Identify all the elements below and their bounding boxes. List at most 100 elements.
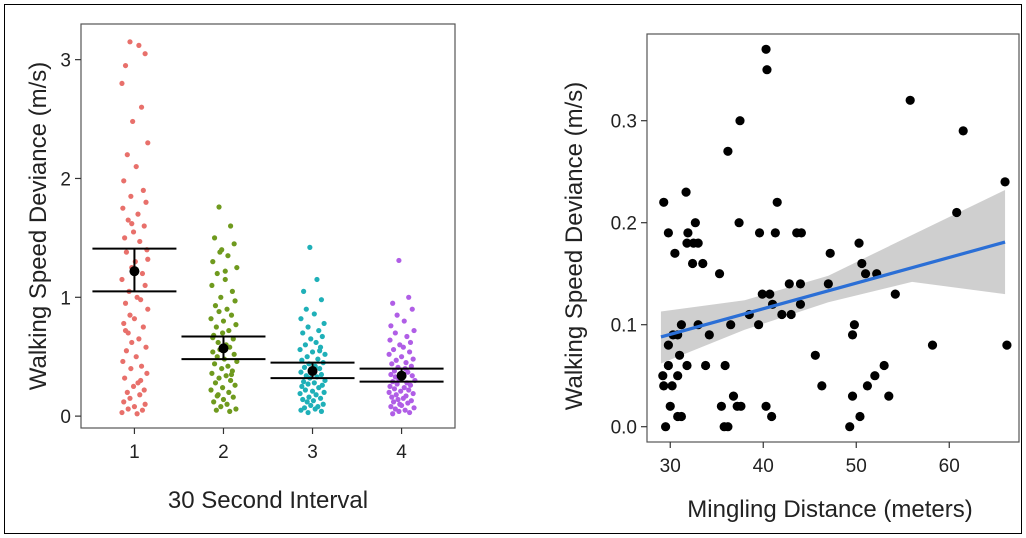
chart2-point bbox=[663, 340, 673, 350]
chart1-point bbox=[222, 276, 228, 283]
chart1-point bbox=[387, 383, 393, 390]
chart1-point bbox=[212, 380, 219, 386]
chart2-point bbox=[754, 320, 764, 330]
chart2-confidence-band bbox=[660, 190, 1006, 364]
chart1-point bbox=[139, 270, 146, 277]
chart1-point bbox=[300, 396, 306, 403]
chart1-point bbox=[122, 375, 128, 381]
chart1-point bbox=[131, 404, 138, 410]
chart1-point bbox=[410, 390, 416, 397]
chart1-point bbox=[124, 152, 130, 158]
chart1-point bbox=[145, 140, 151, 146]
chart1-point bbox=[315, 356, 321, 362]
chart1-y-tick-label: 1 bbox=[60, 288, 71, 309]
chart1-point bbox=[127, 312, 133, 318]
chart1-point bbox=[223, 373, 229, 379]
chart1-point bbox=[388, 323, 394, 329]
chart1-point bbox=[135, 211, 141, 217]
chart1-point bbox=[389, 361, 395, 367]
chart1-point bbox=[214, 270, 220, 277]
chart1-point bbox=[302, 387, 308, 393]
chart1-point bbox=[219, 330, 226, 336]
chart1-point bbox=[228, 371, 235, 378]
chart1-point bbox=[145, 256, 151, 262]
chart1-point bbox=[122, 300, 129, 306]
chart1-point bbox=[313, 392, 319, 398]
chart1-point bbox=[393, 357, 399, 363]
chart1-point bbox=[406, 294, 412, 300]
chart2-point bbox=[890, 289, 900, 299]
chart1-x-tick-label: 3 bbox=[307, 442, 318, 463]
chart2-point bbox=[734, 218, 744, 228]
chart2-y-tick-label: 0.2 bbox=[611, 214, 637, 235]
chart1-point bbox=[212, 303, 219, 309]
chart1-point bbox=[211, 361, 218, 367]
chart1-y-tick-label: 2 bbox=[60, 169, 71, 190]
chart1-point bbox=[209, 282, 215, 289]
chart1-point bbox=[394, 312, 400, 318]
chart1-point bbox=[390, 411, 396, 417]
chart1-point bbox=[121, 178, 127, 184]
chart1-point bbox=[234, 264, 240, 271]
chart1-point bbox=[320, 401, 326, 407]
chart1-point bbox=[401, 318, 407, 324]
chart1-point bbox=[408, 363, 414, 369]
chart2-point bbox=[667, 381, 677, 391]
chart1-point bbox=[138, 377, 144, 384]
chart1-point bbox=[128, 193, 134, 199]
chart1-point bbox=[390, 300, 396, 306]
chart2-point bbox=[862, 381, 873, 391]
chart2-point bbox=[676, 411, 687, 422]
chart1-mean-point bbox=[307, 365, 318, 376]
chart2-x-tick-label: 60 bbox=[939, 456, 960, 477]
chart1-point bbox=[136, 336, 142, 342]
chart1-point bbox=[138, 104, 145, 110]
chart1-point bbox=[316, 385, 322, 391]
chart1-point bbox=[396, 408, 402, 414]
chart1-point bbox=[310, 398, 317, 404]
chart1-point bbox=[225, 363, 231, 369]
chart1-point bbox=[210, 349, 216, 355]
chart2-point bbox=[754, 228, 765, 238]
chart2-x-tick-label: 40 bbox=[753, 456, 774, 477]
chart1-point bbox=[141, 223, 147, 229]
chart2-point bbox=[676, 320, 687, 330]
chart1-point bbox=[219, 365, 225, 372]
chart2-x-tick-label: 30 bbox=[660, 456, 681, 477]
chart2-point bbox=[682, 238, 692, 248]
chart2-point bbox=[927, 340, 938, 350]
chart2-point bbox=[674, 350, 685, 360]
chart1-point bbox=[398, 354, 405, 360]
chart1-point bbox=[133, 163, 139, 170]
chart1-point bbox=[390, 346, 397, 353]
chart1-point bbox=[317, 395, 324, 401]
chart1-point bbox=[395, 396, 401, 403]
chart1-point bbox=[308, 402, 314, 409]
chart1-point bbox=[124, 389, 130, 395]
chart1-point bbox=[144, 370, 150, 376]
chart1-point bbox=[304, 399, 310, 405]
chart1-point bbox=[224, 401, 230, 407]
chart1-point bbox=[386, 389, 392, 395]
chart2-x-axis-label: Mingling Distance (meters) bbox=[687, 496, 972, 523]
chart1-point bbox=[120, 358, 126, 365]
chart1-point bbox=[299, 383, 305, 390]
chart1-point bbox=[210, 259, 216, 265]
chart1-point bbox=[131, 316, 138, 322]
chart1-point bbox=[231, 241, 237, 247]
chart1-mean-point bbox=[129, 266, 140, 277]
chart1-point bbox=[119, 409, 125, 416]
chart2-point bbox=[772, 197, 782, 207]
chart2-point bbox=[714, 269, 725, 279]
chart1-point bbox=[298, 369, 304, 375]
chart1-point bbox=[120, 205, 126, 211]
chart1-point bbox=[305, 409, 311, 416]
chart1-point bbox=[411, 405, 417, 411]
chart1-point bbox=[388, 404, 394, 410]
chart1-point bbox=[136, 42, 142, 48]
chart2-point bbox=[683, 228, 693, 238]
chart1-point bbox=[226, 389, 232, 395]
chart1-point bbox=[410, 356, 416, 362]
chart1-point bbox=[406, 409, 413, 416]
